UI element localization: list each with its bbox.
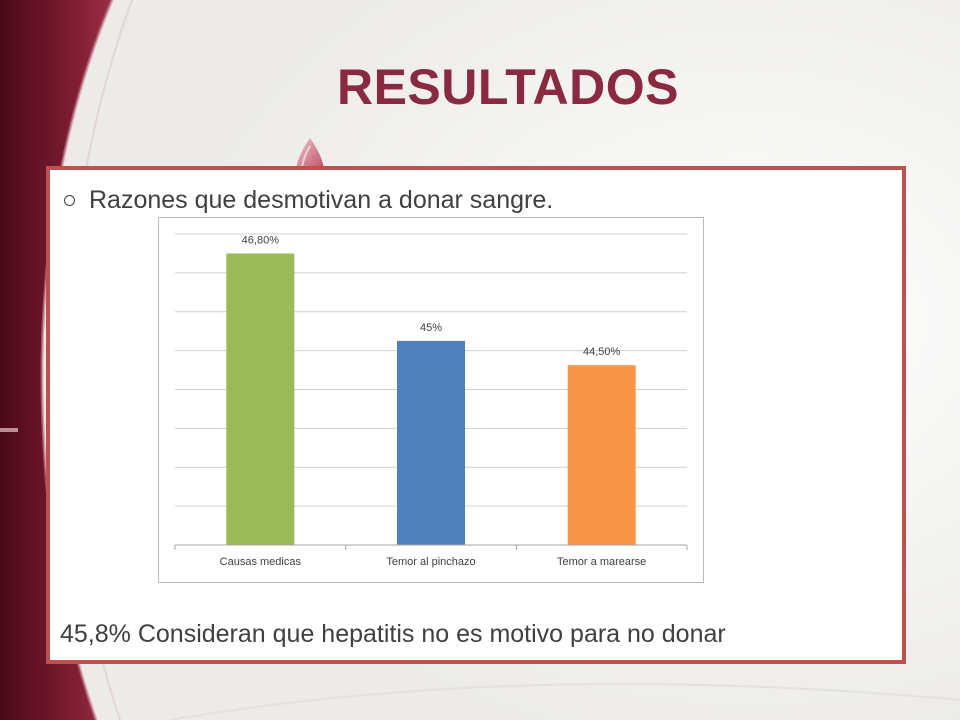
footer-note: 45,8% Consideran que hepatitis no es mot… bbox=[60, 620, 726, 648]
wine-band-shape bbox=[0, 0, 112, 720]
x-tick-label: Temor al pinchazo bbox=[386, 556, 475, 568]
x-tick-label: Temor a marearse bbox=[557, 556, 646, 568]
data-labels: 46,80% 45% 44,50% bbox=[242, 234, 621, 358]
bar bbox=[226, 253, 295, 545]
content-frame: Razones que desmotivan a donar sangre. 4… bbox=[46, 166, 906, 664]
page-title: RESULTADOS bbox=[336, 59, 680, 115]
data-label: 46,80% bbox=[242, 234, 280, 246]
data-label: 44,50% bbox=[583, 346, 621, 358]
bars bbox=[226, 253, 636, 545]
bar-chart: 46,80% 45% 44,50% Causas medicas Temor al p… bbox=[158, 217, 704, 583]
bar bbox=[567, 365, 636, 545]
x-axis: Causas medicas Temor al pinchazo Temor a m… bbox=[174, 544, 688, 568]
data-label: 45% bbox=[420, 322, 442, 334]
bullet-text: Razones que desmotivan a donar sangre. bbox=[89, 186, 554, 214]
circle-bullet-icon bbox=[64, 195, 75, 206]
bullet-item: Razones que desmotivan a donar sangre. bbox=[64, 186, 553, 215]
bar-chart-canvas: 46,80% 45% 44,50% Causas medicas Temor al p… bbox=[174, 233, 688, 568]
x-tick-label: Causas medicas bbox=[220, 556, 302, 568]
bar bbox=[397, 340, 465, 545]
